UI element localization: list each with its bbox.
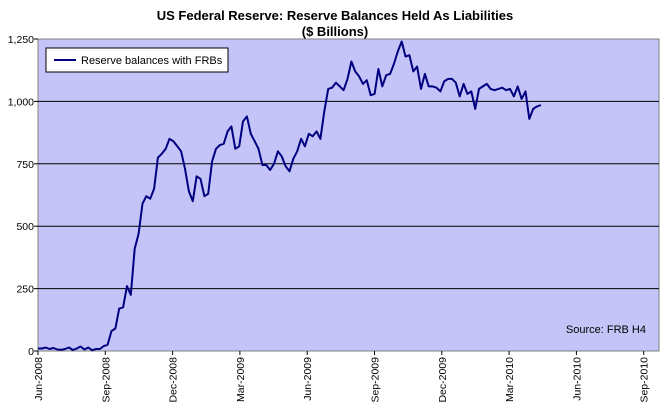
series-layer: [38, 40, 542, 352]
y-tick-label: 1,000: [8, 96, 34, 108]
legend-label: Reserve balances with FRBs: [81, 55, 223, 67]
x-tick-label: Sep-2009: [370, 357, 382, 403]
y-tick-label: 500: [16, 221, 34, 233]
y-tick-label: 0: [28, 346, 34, 358]
x-tick-label: Jun-2009: [302, 357, 314, 401]
y-tick-label: 750: [16, 159, 34, 171]
y-axis: 0 250 500 750 1,000 1,250: [8, 34, 38, 358]
x-tick-label: Dec-2008: [168, 357, 180, 403]
x-tick-label: Mar-2009: [235, 357, 247, 402]
x-tick-label: Dec-2009: [437, 357, 449, 403]
grid-layer: [38, 100, 659, 290]
x-tick-label: Mar-2010: [504, 357, 516, 402]
source-annotation: Source: FRB H4: [566, 324, 646, 336]
y-tick-label: 1,250: [8, 34, 34, 46]
x-tick-label: Jun-2010: [571, 357, 583, 401]
plot-area: [37, 38, 660, 352]
x-tick-label: Jun-2008: [33, 357, 45, 401]
legend: Reserve balances with FRBs: [45, 47, 229, 73]
y-tick-label: 250: [16, 284, 34, 296]
legend-box: [45, 47, 229, 73]
chart-subtitle: ($ Billions): [301, 24, 369, 39]
x-tick-label: Sep-2008: [100, 357, 112, 403]
x-tick-label: Sep-2010: [639, 357, 651, 403]
chart-title: US Federal Reserve: Reserve Balances Hel…: [156, 8, 514, 23]
x-axis: Jun-2008 Sep-2008 Dec-2008 Mar-2009 Jun-2009…: [33, 351, 651, 403]
series-line-reserve-balances: [38, 40, 542, 352]
